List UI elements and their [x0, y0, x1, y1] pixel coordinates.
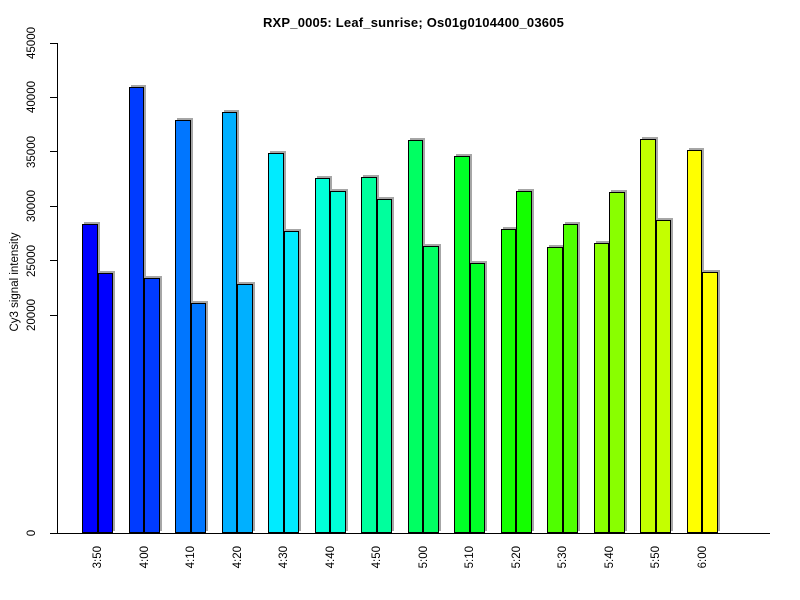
- bar-4:10-right-bar: [190, 303, 206, 533]
- bar-4:20-left-bar: [221, 111, 237, 533]
- y-tick-label: 20000: [26, 299, 38, 332]
- chart-title: RXP_0005: Leaf_sunrise; Os01g0104400_036…: [262, 15, 565, 30]
- x-tick-label: 5:10: [464, 546, 476, 569]
- bar-5:10-left-bar: [454, 156, 470, 533]
- bar-3:50-right-bar: [97, 272, 113, 533]
- bar-5:40-left-bar: [593, 243, 609, 533]
- bar-6:00-right-bar: [702, 271, 718, 533]
- x-tick-label: 4:50: [371, 546, 383, 569]
- bar-5:20-right-bar: [516, 191, 532, 533]
- y-axis-tick: [50, 96, 57, 98]
- x-tick-label: 4:20: [231, 546, 244, 569]
- bar-4:40-right-bar: [330, 191, 346, 533]
- x-tick-label: 3:50: [92, 546, 104, 569]
- bar-4:00-right-bar: [144, 278, 160, 533]
- bar-5:30-right-bar: [562, 223, 578, 533]
- bar-5:30-left-bar: [547, 246, 563, 533]
- bar-3:50-left-bar: [82, 223, 98, 533]
- y-axis-title: Cy3 signal intensity: [9, 232, 21, 332]
- x-tick-label: 5:50: [650, 546, 662, 569]
- y-axis-tick: [50, 314, 57, 316]
- y-tick-label: 0: [26, 529, 38, 537]
- y-axis-line: [57, 43, 58, 534]
- bar-5:00-right-bar: [423, 245, 439, 533]
- bar-5:20-left-bar: [500, 229, 516, 533]
- bar-5:10-right-bar: [469, 262, 485, 533]
- y-axis-tick: [50, 151, 57, 153]
- x-axis-line: [57, 533, 770, 534]
- y-tick-label: 35000: [26, 135, 38, 168]
- bar-4:50-left-bar: [361, 176, 377, 533]
- bar-5:40-right-bar: [609, 192, 625, 533]
- bar-4:30-left-bar: [268, 152, 284, 533]
- x-tick-label: 4:10: [185, 546, 197, 569]
- bar-5:50-right-bar: [655, 220, 671, 533]
- y-tick-label: 45000: [26, 27, 38, 59]
- y-axis-tick: [50, 260, 57, 262]
- bar-6:00-left-bar: [686, 149, 702, 533]
- bar-4:00-left-bar: [128, 86, 144, 533]
- bar-5:50-left-bar: [640, 138, 656, 533]
- y-tick-label: 25000: [26, 244, 38, 277]
- bar-4:40-left-bar: [314, 178, 330, 533]
- x-tick-label: 6:00: [696, 546, 709, 569]
- y-tick-label: 30000: [26, 190, 38, 223]
- bar-4:50-right-bar: [376, 198, 392, 533]
- x-tick-label: 5:20: [510, 546, 523, 569]
- y-axis-tick: [50, 532, 57, 534]
- bar-4:20-right-bar: [237, 283, 253, 533]
- x-tick-label: 4:00: [138, 546, 151, 569]
- bar-5:00-left-bar: [407, 139, 423, 533]
- bar-4:10-left-bar: [175, 120, 191, 533]
- y-tick-label: 40000: [26, 81, 38, 114]
- x-tick-label: 4:40: [324, 546, 337, 569]
- x-tick-label: 5:00: [417, 546, 430, 569]
- x-tick-label: 5:30: [557, 546, 569, 569]
- x-tick-label: 4:30: [278, 546, 290, 569]
- x-tick-label: 5:40: [603, 546, 616, 569]
- y-axis-tick: [50, 205, 57, 207]
- bar-4:30-right-bar: [283, 231, 299, 533]
- y-axis-tick: [50, 42, 57, 44]
